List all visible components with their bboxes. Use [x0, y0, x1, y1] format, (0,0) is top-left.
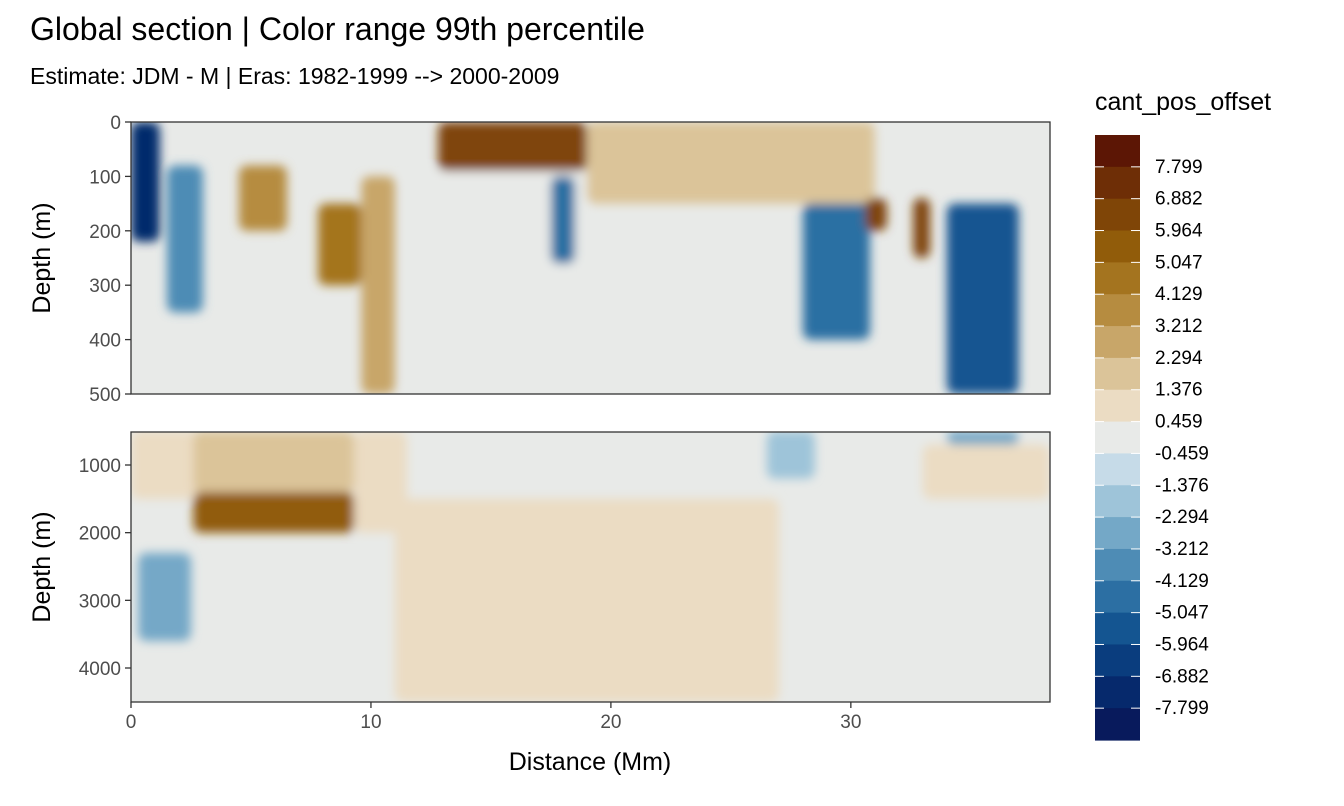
heatmap-cell-upper-2	[238, 165, 287, 231]
legend-swatch-9	[1095, 421, 1140, 455]
y-tick-label-lower-2: 3000	[79, 591, 121, 612]
legend-label-12: -3.212	[1155, 539, 1209, 560]
legend-swatch-6	[1095, 326, 1140, 359]
legend-label-17: -7.799	[1155, 698, 1209, 719]
heatmap-cell-lower-0	[131, 432, 203, 499]
heatmap-cell-lower-1	[193, 432, 355, 493]
legend-swatch-10	[1095, 453, 1140, 486]
heatmap-cell-upper-11	[913, 198, 931, 258]
legend-swatch-1	[1095, 166, 1140, 200]
legend-swatch-12	[1095, 517, 1140, 550]
heatmap-cell-upper-8	[586, 122, 875, 204]
heatmap-cell-upper-1	[166, 165, 203, 313]
heatmap-cell-upper-12	[946, 203, 1019, 394]
legend-swatch-5	[1095, 294, 1140, 327]
legend-swatch-2	[1095, 198, 1140, 232]
legend-swatch-8	[1095, 389, 1140, 423]
panel-lower-border	[130, 431, 1051, 703]
legend-label-10: -1.376	[1155, 475, 1209, 496]
y-tick-label-upper-4: 400	[89, 331, 121, 352]
legend-label-6: 2.294	[1155, 348, 1203, 369]
chart-subtitle: Estimate: JDM - M | Eras: 1982-1999 --> …	[30, 63, 559, 89]
y-tick-label-lower-3: 4000	[79, 659, 121, 680]
legend-label-1: 6.882	[1155, 189, 1203, 210]
y-tick-label-lower-1: 2000	[79, 524, 121, 545]
legend-swatch-11	[1095, 485, 1140, 518]
panel-lower: 1000 2000 3000 4000	[79, 431, 1051, 703]
legend-label-14: -5.047	[1155, 603, 1209, 624]
legend-swatch-15	[1095, 612, 1140, 646]
x-tick-label-2: 20	[600, 712, 621, 733]
heatmap-cell-upper-0	[131, 122, 160, 242]
heatmap-cell-upper-7	[550, 176, 575, 264]
legend-label-15: -5.964	[1155, 634, 1209, 655]
heatmap-cell-lower-3	[138, 552, 191, 641]
legend-swatch-14	[1095, 580, 1140, 614]
x-tick-label-1: 10	[360, 712, 381, 733]
heatmap-cell-upper-4	[361, 176, 395, 394]
heatmap-cell-upper-6	[406, 170, 587, 394]
legend-swatch-18	[1095, 708, 1140, 741]
y-tick-label-upper-2: 200	[89, 222, 121, 243]
legend-swatch-4	[1095, 262, 1140, 295]
legend-label-3: 5.047	[1155, 252, 1203, 273]
legend-swatch-7	[1095, 357, 1140, 391]
panel-upper-border	[130, 121, 1051, 395]
legend: cant_pos_offset 7.799 6.882 5.964 5.047 4.12…	[1095, 88, 1271, 741]
legend-label-7: 1.376	[1155, 380, 1203, 401]
legend-swatch-16	[1095, 644, 1140, 677]
heatmap-cell-lower-2	[193, 492, 355, 533]
heatmap-cell-upper-9	[802, 203, 871, 340]
heatmap-cell-lower-7	[946, 432, 1019, 445]
y-axis-label-upper: Depth (m)	[28, 202, 56, 313]
y-tick-label-upper-1: 100	[89, 167, 121, 188]
legend-title: cant_pos_offset	[1095, 88, 1271, 116]
legend-label-13: -4.129	[1155, 571, 1209, 592]
legend-swatch-17	[1095, 676, 1140, 709]
legend-label-2: 5.964	[1155, 221, 1203, 242]
panel-upper: 0 100 200 300 400 500	[89, 113, 1051, 406]
legend-label-0: 7.799	[1155, 157, 1203, 178]
y-tick-label-upper-0: 0	[110, 113, 121, 134]
chart-title: Global section | Color range 99th percen…	[30, 11, 645, 47]
x-tick-label-3: 30	[840, 712, 861, 733]
legend-label-4: 4.129	[1155, 284, 1203, 305]
heatmap-cell-lower-8	[922, 444, 1050, 499]
legend-swatch-0	[1095, 135, 1140, 168]
heatmap-cell-upper-10	[865, 198, 887, 231]
legend-label-11: -2.294	[1155, 507, 1209, 528]
heatmap-cell-upper-5	[438, 122, 587, 171]
y-tick-label-upper-3: 300	[89, 276, 121, 297]
y-tick-label-upper-5: 500	[89, 385, 121, 406]
x-axis-label: Distance (Mm)	[509, 748, 672, 776]
heatmap-cell-upper-3	[318, 203, 362, 286]
y-tick-label-lower-0: 1000	[79, 456, 121, 477]
y-axis-label-lower: Depth (m)	[28, 511, 56, 622]
legend-swatch-13	[1095, 548, 1140, 582]
legend-label-8: 0.459	[1155, 412, 1203, 433]
heatmap-cell-lower-5	[394, 498, 779, 702]
heatmap-cell-lower-6	[766, 432, 815, 479]
legend-label-16: -6.882	[1155, 666, 1209, 687]
legend-label-9: -0.459	[1155, 443, 1209, 464]
x-tick-label-0: 0	[126, 712, 137, 733]
heatmap-cell-lower-4	[354, 432, 407, 533]
legend-swatch-3	[1095, 230, 1140, 263]
legend-label-5: 3.212	[1155, 316, 1203, 337]
